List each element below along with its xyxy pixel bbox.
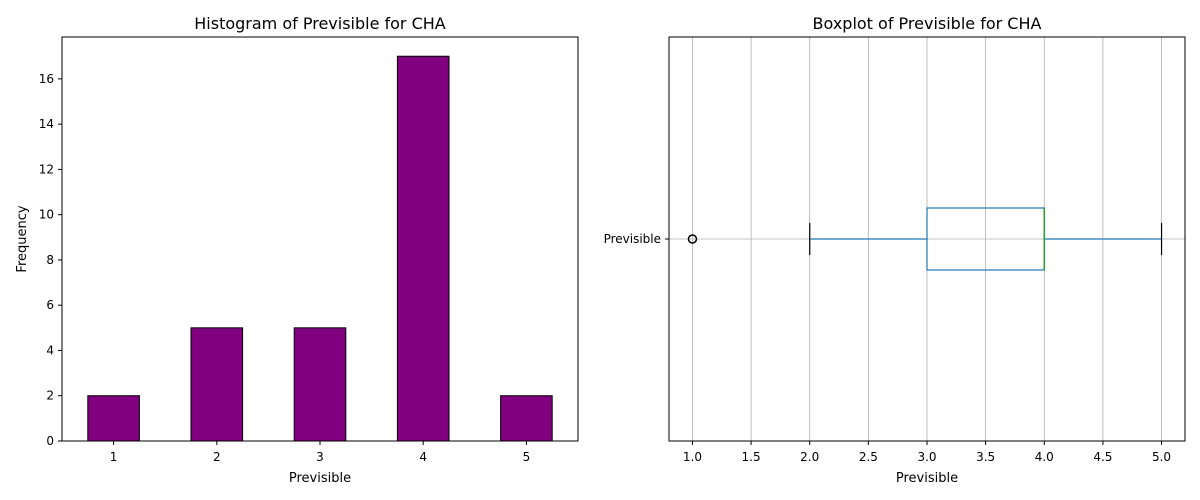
histogram-x-tick-label: 3 [316,450,324,464]
histogram-plot-frame [61,36,579,442]
histogram-y-tick-label: 6 [46,298,54,312]
histogram-y-tick-label: 4 [46,343,54,357]
boxplot-chart: Boxplot of Previsible for CHA 1.0 1.5 2.0 2… [604,14,1186,486]
histogram-y-tick-label: 2 [46,389,54,403]
boxplot-x-tick-label: 1.5 [742,450,761,464]
boxplot-y-tick-label: Previsible [604,232,661,246]
histogram-x-tick-label: 1 [110,450,118,464]
histogram-x-tick-label: 2 [213,450,221,464]
histogram-y-tick-label: 10 [39,208,54,222]
histogram-bar [190,327,244,442]
histogram-y-tick-label: 12 [39,162,54,176]
boxplot-outlier-point [687,234,698,244]
histogram-y-ticks: 0 2 4 6 8 10 12 14 16 [39,72,62,448]
histogram-bars [87,55,553,442]
histogram-title: Histogram of Previsible for CHA [194,14,446,33]
boxplot-x-tick-label: 3.0 [917,450,936,464]
histogram-x-tick-label: 4 [419,450,427,464]
histogram-y-tick-label: 0 [46,434,54,448]
boxplot-x-ticks: 1.0 1.5 2.0 2.5 3.0 3.5 4.0 4.5 5.0 [683,441,1171,464]
histogram-x-ticks: 1 2 3 4 5 [110,441,530,464]
histogram-y-axis-label: Frequency [15,205,30,272]
histogram-x-axis-label: Previsible [289,471,351,486]
histogram-x-tick-label: 5 [523,450,531,464]
boxplot-y-ticks: Previsible [604,232,669,246]
histogram-y-tick-label: 8 [46,253,54,267]
histogram-bar [87,395,140,442]
boxplot-title: Boxplot of Previsible for CHA [813,14,1042,33]
boxplot-x-axis-label: Previsible [896,471,958,486]
boxplot-x-tick-label: 3.5 [976,450,995,464]
boxplot-x-tick-label: 1.0 [683,450,702,464]
histogram-bar [396,55,450,442]
boxplot-x-tick-label: 4.0 [1035,450,1054,464]
histogram-bar [500,395,553,442]
boxplot-plot-frame [668,36,1186,442]
boxplot-x-tick-label: 2.5 [859,450,878,464]
histogram-y-tick-label: 16 [39,72,54,86]
histogram-y-tick-label: 14 [39,117,54,131]
boxplot-x-tick-label: 4.5 [1093,450,1112,464]
boxplot-marks [687,207,1163,271]
histogram-chart: Histogram of Previsible for CHA 0 2 4 6 8 10 1… [15,14,579,486]
histogram-bar [293,327,347,442]
boxplot-x-tick-label: 2.0 [800,450,819,464]
boxplot-x-tick-label: 5.0 [1152,450,1171,464]
